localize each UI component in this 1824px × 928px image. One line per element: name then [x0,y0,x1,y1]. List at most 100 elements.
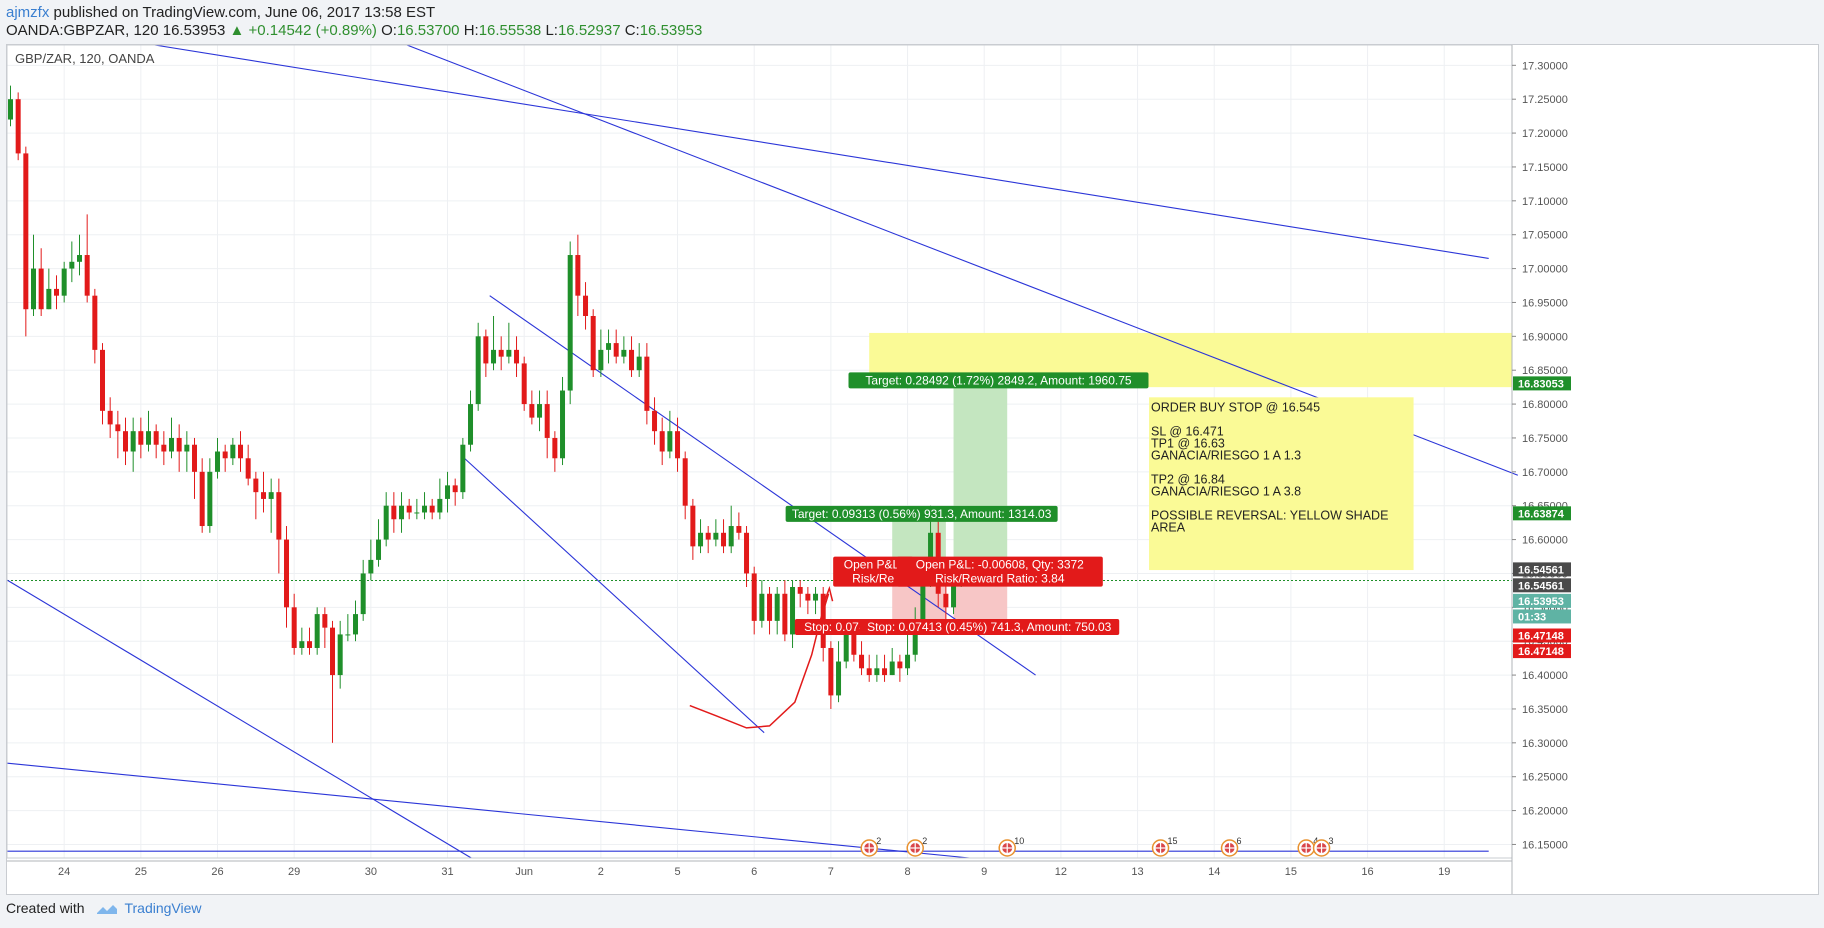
candle-body [506,349,512,357]
annotations[interactable]: Target: 0.28492 (1.72%) 2849.2, Amount: … [785,372,1414,857]
price-axis-label-bg [1513,593,1571,608]
candle-body [92,295,98,350]
price-chart[interactable]: Target: 0.28492 (1.72%) 2849.2, Amount: … [7,45,1818,894]
stop-label-2[interactable]: Stop: 0.07413 (0.45%) 741.3, Amount: 750… [859,618,1120,635]
candle-body [322,614,328,628]
x-tick-label: 5 [674,866,680,878]
curve-arrow[interactable] [823,585,834,602]
chart-panel[interactable]: Target: 0.28492 (1.72%) 2849.2, Amount: … [6,44,1819,895]
trend-line[interactable] [7,579,472,859]
candle-body [859,654,865,669]
candle-body [805,593,811,601]
candle-body [851,634,857,655]
x-tick-label: 16 [1361,866,1373,878]
y-tick-label: 16.20000 [1522,806,1568,818]
axes: 17.30000 17.25000 17.20000 17.15000 17.10000… [7,45,1571,894]
event-flag-icon[interactable]: 3 [1312,836,1334,857]
candle-body [652,410,658,432]
candle-body [667,431,673,452]
candle-body [429,505,435,513]
candle-body [705,532,711,540]
stop-label-1[interactable]: Stop: 0.074 [794,618,875,635]
created-with-label: Created with [6,900,85,916]
candle-body [682,458,688,506]
candle-body [69,261,75,269]
candle-body [422,505,428,513]
target-label-short[interactable]: Target: 0.09313 (0.56%) 931.3, Amount: 1… [785,505,1058,522]
x-tick-label: 6 [751,866,757,878]
event-flag-icon[interactable]: 15 [1151,836,1178,857]
y-tick-label: 16.40000 [1522,670,1568,682]
price-change: ▲ +0.14542 (+0.89%) [229,22,377,39]
event-flag-icon[interactable]: 2 [906,836,927,857]
candle-body [951,580,957,608]
trend-line[interactable] [464,457,765,734]
stop-label-1-text: Stop: 0.074 [804,620,866,634]
candle-body [713,532,719,540]
candle-body [299,641,305,648]
candle-body [905,654,911,669]
candle-body [445,485,451,499]
y-tick-label: 17.15000 [1522,162,1568,174]
trend-line[interactable] [7,762,970,859]
candle-body [621,349,627,357]
stop-label-1-bg [794,618,875,635]
close-value: 16.53953 [639,22,703,39]
target-label-long[interactable]: Target: 0.28492 (1.72%) 2849.2, Amount: … [848,372,1149,389]
candle-body [360,573,366,615]
publish-line: ajmzfx published on TradingView.com, Jun… [6,4,435,21]
candle-body [897,661,903,669]
open-label: O: [381,22,397,39]
y-tick-label: 16.70000 [1522,467,1568,479]
tradingview-link[interactable]: TradingView [124,900,202,916]
trade-note-line: TP2 @ 16.84 [1151,472,1225,486]
y-tick-label: 16.80000 [1522,399,1568,411]
candle-body [790,587,796,635]
candle-body [353,614,359,635]
price-axis-label-text: 16.83053 [1518,378,1564,390]
candle-body [774,593,780,621]
candle-body [544,404,550,438]
price-axis-label-text: 01:33 [1518,611,1546,623]
candle-body [376,539,382,560]
trend-line[interactable] [154,45,1489,259]
candle-body [598,349,604,371]
y-tick-label: 17.20000 [1522,128,1568,140]
candle-body [629,349,635,371]
event-count: 4 [1313,836,1318,846]
ohlc-line: OANDA:GBPZAR, 120 16.53953 ▲ +0.14542 (+… [6,22,702,39]
price-axis-label: 16.53953 [1513,593,1571,608]
y-tick-label: 16.75000 [1522,433,1568,445]
candle-body [100,349,106,411]
y-tick-label: 16.35000 [1522,704,1568,716]
trade-note-line: GANACIA/RIESGO 1 A 1.3 [1151,448,1301,462]
candle-body [414,512,420,514]
open-pl-box-1[interactable]: Open P&L:Risk/Re [833,556,914,587]
event-count: 2 [922,836,927,846]
candle-body [460,444,466,493]
author-link[interactable]: ajmzfx [6,4,50,21]
event-flag-icon[interactable]: 4 [1297,836,1318,857]
y-tick-label: 16.60000 [1522,535,1568,547]
event-flag-icon[interactable]: 10 [998,836,1024,857]
candle-body [31,268,37,310]
x-tick-label: 8 [904,866,910,878]
x-tick-label: 30 [365,866,377,878]
price-axis-label-bg [1513,644,1571,659]
x-tick-label: Jun [515,866,533,878]
candle-body [866,668,872,676]
high-value: 16.55538 [478,22,542,39]
open-pl-box-2[interactable]: Open P&L: -0.00608, Qty: 3372Risk/Reward… [896,556,1103,587]
trend-line[interactable] [489,295,1036,676]
candle-body [46,288,52,310]
candle-body [498,349,504,357]
y-tick-label: 16.25000 [1522,772,1568,784]
event-flag-icon[interactable]: 2 [860,836,881,857]
event-flag-icon[interactable]: 6 [1220,836,1242,857]
candle-body [912,620,918,655]
chart-title: GBP/ZAR, 120, OANDA [15,51,155,66]
candle-body [230,444,236,459]
y-tick-label: 17.05000 [1522,230,1568,242]
candle-body [23,153,29,310]
